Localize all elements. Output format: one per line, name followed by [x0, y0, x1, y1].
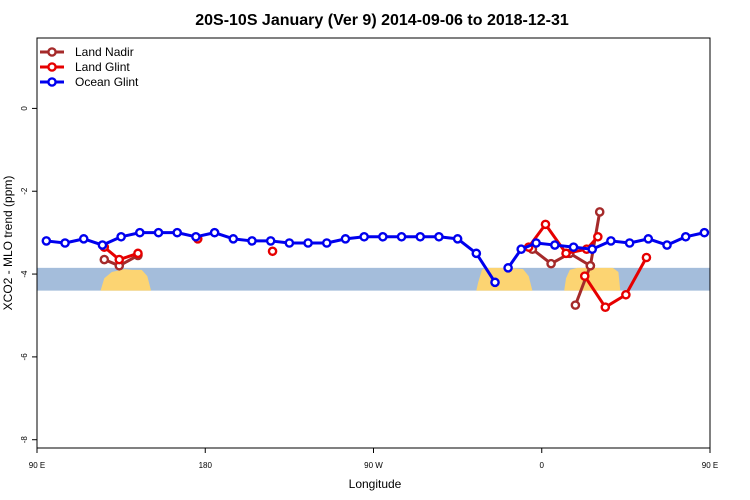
x-tick-label: 90 W	[364, 461, 383, 470]
y-tick-label: -6	[20, 353, 29, 361]
data-point	[378, 231, 388, 242]
data-point	[568, 242, 579, 252]
x-tick-label: 0	[540, 461, 545, 470]
data-point	[116, 231, 126, 242]
series-line	[573, 265, 592, 306]
data-point	[396, 231, 407, 242]
data-point	[303, 238, 313, 248]
legend-marker	[47, 77, 57, 87]
y-tick-label: -4	[20, 270, 29, 278]
data-point	[490, 277, 500, 288]
x-tick-label: 180	[199, 461, 213, 470]
series-layer	[41, 207, 710, 312]
data-point	[191, 231, 201, 242]
legend-label: Ocean Glint	[75, 75, 139, 89]
data-point	[585, 260, 596, 271]
data-point	[600, 302, 611, 312]
data-point	[579, 271, 590, 281]
data-point	[662, 240, 672, 250]
data-point	[503, 263, 513, 273]
data-point	[680, 231, 691, 242]
data-point	[570, 300, 581, 310]
data-point	[228, 234, 239, 244]
data-point	[624, 238, 635, 248]
data-point	[531, 238, 541, 248]
data-point	[434, 231, 444, 242]
data-point	[587, 244, 598, 255]
data-point	[561, 248, 571, 259]
ocean-band	[37, 267, 710, 291]
data-point	[209, 227, 220, 238]
data-point	[321, 238, 332, 248]
data-point	[78, 234, 89, 244]
data-point	[60, 238, 70, 248]
data-point	[284, 238, 295, 248]
land-south-america	[476, 267, 533, 291]
data-point	[172, 227, 183, 238]
data-point	[643, 234, 654, 244]
data-point	[641, 252, 652, 263]
data-point	[265, 236, 276, 246]
data-point	[516, 244, 526, 255]
land-australia	[100, 269, 152, 291]
legend-item: Land Glint	[40, 60, 130, 74]
data-point	[546, 258, 556, 269]
y-tick-label: -2	[20, 187, 29, 195]
series-line	[583, 256, 648, 309]
legend-marker	[47, 62, 57, 72]
legend-item: Land Nadir	[40, 45, 134, 59]
data-point	[471, 248, 482, 259]
data-point	[340, 234, 351, 244]
legend-item: Ocean Glint	[40, 75, 139, 89]
data-point	[41, 236, 52, 246]
y-axis: 0 -2 -4 -6 -8	[20, 106, 37, 444]
data-point	[606, 236, 616, 246]
x-axis: 90 E 180 90 W 0 90 E	[29, 448, 718, 470]
data-point	[99, 254, 110, 265]
data-point	[114, 254, 125, 265]
data-point	[593, 231, 603, 242]
data-point	[594, 207, 605, 217]
data-point	[699, 227, 710, 238]
legend-label: Land Nadir	[75, 45, 134, 59]
map-band	[37, 267, 710, 291]
data-point	[247, 236, 257, 246]
data-point	[153, 227, 164, 238]
data-point	[550, 240, 560, 250]
data-point	[452, 234, 463, 244]
y-tick-label: -8	[20, 436, 29, 444]
data-point	[359, 231, 369, 242]
x-tick-label: 90 E	[29, 461, 45, 470]
chart-title: 20S-10S January (Ver 9) 2014-09-06 to 20…	[195, 12, 569, 29]
y-tick-label: 0	[20, 106, 29, 111]
x-axis-label: Longitude	[349, 477, 402, 491]
series-land-nadir	[99, 207, 605, 310]
y-axis-label: XCO2 - MLO trend (ppm)	[1, 176, 15, 311]
x-tick-label: 90 E	[702, 461, 718, 470]
data-point	[133, 248, 143, 259]
data-point	[97, 240, 108, 250]
data-point	[540, 219, 551, 230]
land-africa	[564, 267, 621, 291]
legend-marker	[47, 47, 57, 57]
data-point	[415, 231, 426, 242]
data-point	[621, 289, 631, 300]
series-ocean-glint	[41, 227, 710, 288]
series-line	[506, 231, 705, 269]
data-point	[267, 246, 278, 257]
legend-label: Land Glint	[75, 60, 130, 74]
data-point	[135, 227, 145, 238]
